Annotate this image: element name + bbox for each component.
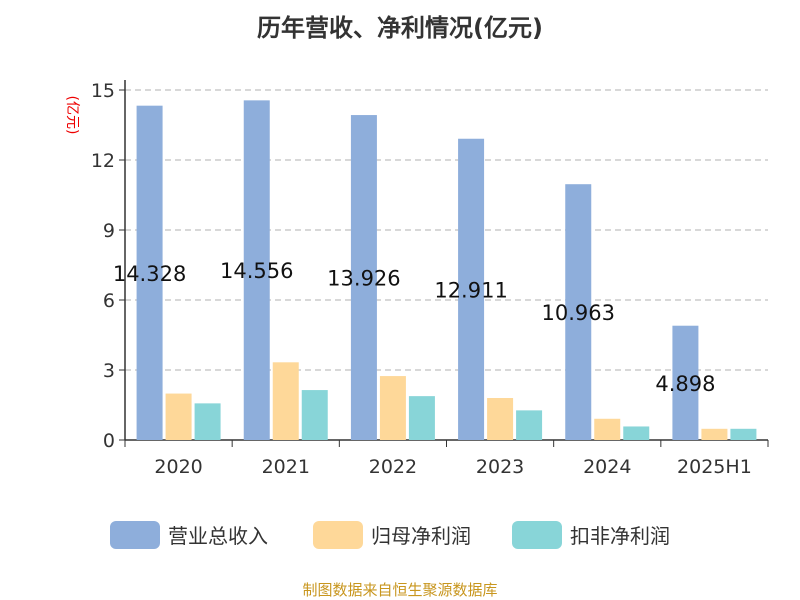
x-tick-label: 2021 <box>262 456 310 478</box>
y-tick-label: 6 <box>103 290 115 312</box>
bar-2 <box>194 403 221 440</box>
data-label: 12.911 <box>434 278 507 302</box>
x-tick-label: 2020 <box>154 456 202 478</box>
legend-swatch <box>313 521 363 549</box>
bar-2 <box>408 396 435 440</box>
bar-1 <box>594 418 621 440</box>
bar-2 <box>516 410 543 440</box>
legend-swatch <box>110 521 160 549</box>
data-label: 4.898 <box>655 372 715 396</box>
legend-label: 营业总收入 <box>168 524 268 548</box>
bar-1 <box>165 393 192 440</box>
bar-0 <box>136 105 163 441</box>
bar-0 <box>458 138 485 440</box>
x-tick-label: 2024 <box>583 456 631 478</box>
bar-2 <box>301 390 328 440</box>
bar-0 <box>350 115 377 440</box>
x-tick-label: 2025H1 <box>677 456 752 478</box>
data-label: 14.328 <box>113 262 186 286</box>
data-label: 10.963 <box>542 301 615 325</box>
legend-label: 扣非净利润 <box>570 524 670 548</box>
y-tick-label: 15 <box>91 80 115 102</box>
y-tick-label: 12 <box>91 150 115 172</box>
legend-label: 归母净利润 <box>371 524 471 548</box>
bar-1 <box>701 428 728 440</box>
bar-0 <box>672 325 699 440</box>
bar-1 <box>487 398 514 440</box>
bar-2 <box>623 426 650 440</box>
bar-0 <box>243 100 270 441</box>
x-tick-label: 2022 <box>369 456 417 478</box>
source-note: 制图数据来自恒生聚源数据库 <box>302 581 498 599</box>
data-label: 14.556 <box>220 259 293 283</box>
y-tick-label: 3 <box>103 360 115 382</box>
bar-0 <box>565 184 592 440</box>
y-axis-label: (亿元) <box>64 96 80 135</box>
bar-2 <box>730 428 757 440</box>
x-tick-label: 2023 <box>476 456 524 478</box>
bar-1 <box>272 362 299 440</box>
legend-swatch <box>512 521 562 549</box>
chart-title: 历年营收、净利情况(亿元) <box>257 14 543 42</box>
y-tick-label: 0 <box>103 430 115 452</box>
bar-1 <box>379 376 406 440</box>
data-label: 13.926 <box>327 267 400 291</box>
y-tick-label: 9 <box>103 220 115 242</box>
